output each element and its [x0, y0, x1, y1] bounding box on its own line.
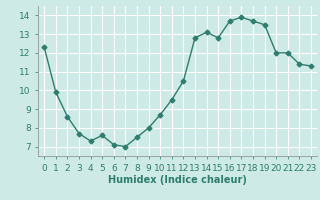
X-axis label: Humidex (Indice chaleur): Humidex (Indice chaleur): [108, 175, 247, 185]
